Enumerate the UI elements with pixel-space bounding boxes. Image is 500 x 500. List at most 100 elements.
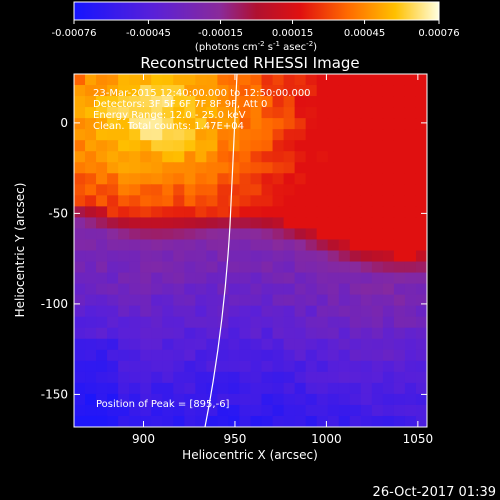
heatmap-cell: [118, 151, 130, 163]
heatmap-cell: [107, 151, 119, 163]
annotation-line: Energy Range: 12.0 - 25.0 keV: [93, 110, 246, 121]
heatmap-cell: [283, 349, 296, 362]
heatmap-cell: [382, 382, 395, 395]
heatmap-cell: [162, 173, 174, 185]
heatmap-cell: [349, 294, 362, 307]
heatmap-cell: [118, 118, 130, 130]
heatmap-cell: [85, 404, 97, 417]
heatmap-cell: [151, 173, 163, 185]
x-axis-label: Heliocentric X (arcsec): [182, 448, 318, 462]
heatmap-cell: [74, 327, 86, 340]
heatmap-cell: [294, 228, 307, 241]
heatmap-cell: [206, 118, 219, 130]
heatmap-cell: [173, 151, 185, 163]
heatmap-cell: [371, 283, 384, 296]
heatmap-cell: [349, 272, 362, 285]
heatmap-cell: [261, 316, 274, 329]
heatmap-cell: [261, 415, 274, 427]
heatmap-cell: [250, 118, 263, 130]
heatmap-cell: [393, 228, 406, 241]
heatmap-cell: [393, 107, 406, 119]
heatmap-cell: [305, 96, 318, 108]
heatmap-cell: [415, 96, 427, 108]
heatmap-cell: [305, 393, 318, 406]
heatmap-cell: [415, 162, 427, 174]
heatmap-cell: [360, 140, 373, 152]
heatmap-cell: [360, 195, 373, 207]
heatmap-cell: [261, 74, 274, 86]
heatmap-cell: [195, 415, 207, 427]
heatmap-cell: [393, 294, 406, 307]
heatmap-cell: [305, 151, 318, 163]
heatmap-cell: [85, 239, 97, 252]
heatmap-cell: [118, 107, 130, 119]
heatmap-cell: [195, 404, 207, 417]
heatmap-cell: [327, 382, 340, 395]
heatmap-cell: [349, 360, 362, 373]
heatmap-cell: [85, 206, 97, 219]
heatmap-cell: [393, 118, 406, 130]
heatmap-cell: [239, 129, 252, 141]
heatmap-cell: [349, 371, 362, 384]
heatmap-cell: [371, 305, 384, 318]
heatmap-cell: [360, 327, 373, 340]
heatmap-cell: [228, 162, 241, 174]
heatmap-grid: [74, 74, 427, 427]
heatmap-cell: [338, 415, 351, 427]
heatmap-cell: [382, 74, 395, 86]
heatmap-cell: [404, 151, 417, 163]
heatmap-cell: [283, 305, 296, 318]
heatmap-cell: [107, 283, 119, 296]
heatmap-cell: [118, 360, 130, 373]
heatmap-cell: [272, 118, 285, 130]
heatmap-cell: [360, 206, 373, 219]
heatmap-cell: [261, 107, 274, 119]
heatmap-cell: [151, 349, 163, 362]
heatmap-cell: [261, 371, 274, 384]
heatmap-cell: [140, 382, 152, 395]
heatmap-cell: [327, 151, 340, 163]
heatmap-cell: [360, 371, 373, 384]
heatmap-cell: [294, 96, 307, 108]
heatmap-cell: [294, 393, 307, 406]
heatmap-cell: [206, 283, 219, 296]
heatmap-cell: [338, 239, 351, 252]
heatmap-cell: [360, 250, 373, 263]
heatmap-cell: [382, 316, 395, 329]
heatmap-cell: [173, 272, 185, 285]
heatmap-cell: [360, 316, 373, 329]
heatmap-cell: [206, 371, 219, 384]
heatmap-cell: [217, 360, 230, 373]
heatmap-cell: [316, 404, 329, 417]
heatmap-cell: [393, 140, 406, 152]
heatmap-cell: [327, 107, 340, 119]
heatmap-cell: [195, 85, 207, 97]
heatmap-cell: [371, 173, 384, 185]
heatmap-cell: [74, 140, 86, 152]
heatmap-cell: [129, 404, 141, 417]
heatmap-cell: [261, 151, 274, 163]
heatmap-cell: [393, 371, 406, 384]
heatmap-cell: [85, 151, 97, 163]
heatmap-cell: [349, 338, 362, 351]
heatmap-cell: [349, 74, 362, 86]
heatmap-cell: [85, 107, 97, 119]
heatmap-cell: [294, 239, 307, 252]
heatmap-cell: [107, 316, 119, 329]
heatmap-cell: [316, 217, 329, 230]
heatmap-cell: [349, 283, 362, 296]
heatmap-cell: [74, 96, 86, 108]
heatmap-cell: [184, 74, 196, 86]
heatmap-cell: [250, 228, 263, 241]
heatmap-cell: [173, 162, 185, 174]
heatmap-cell: [206, 217, 219, 230]
heatmap-cell: [151, 184, 163, 196]
heatmap-cell: [404, 96, 417, 108]
heatmap-cell: [294, 140, 307, 152]
heatmap-cell: [228, 360, 241, 373]
heatmap-cell: [382, 173, 395, 185]
heatmap-cell: [294, 360, 307, 373]
heatmap-cell: [415, 184, 427, 196]
heatmap-cell: [85, 129, 97, 141]
heatmap-cell: [228, 327, 241, 340]
